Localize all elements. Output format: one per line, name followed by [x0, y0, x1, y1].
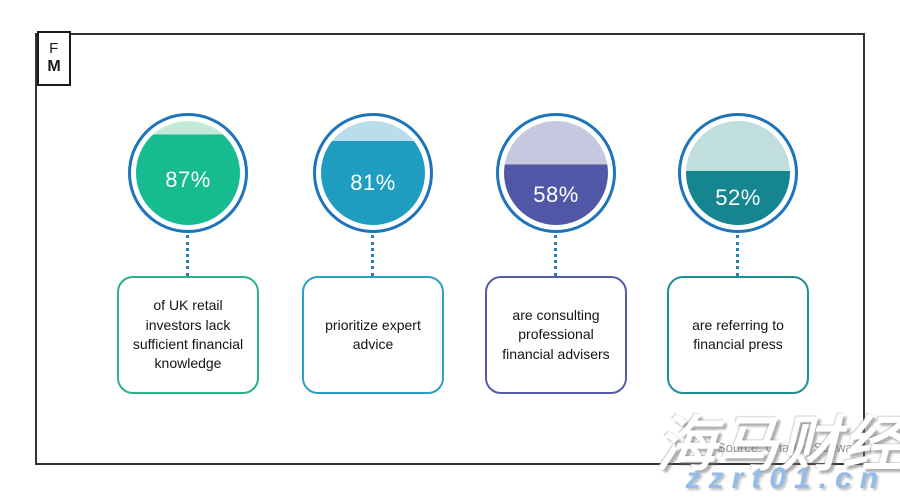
dotted-connector [736, 235, 739, 276]
gauge-description-box: prioritize expert advice [302, 276, 444, 394]
gauge-fill: 52% [686, 121, 790, 225]
logo-letter-m: M [47, 57, 61, 75]
dotted-connector [186, 235, 189, 276]
gauge-column-2: 81% prioritize expert advice [293, 113, 453, 403]
dotted-connector [371, 235, 374, 276]
gauge-description: are referring to financial press [692, 316, 784, 352]
gauge-circle: 81% [313, 113, 433, 233]
gauge-column-3: 58% are consulting professional financia… [476, 113, 636, 403]
gauge-description: are consulting professional financial ad… [502, 307, 610, 362]
watermark-url: zzrt01.cn [685, 462, 886, 495]
gauge-column-1: 87% of UK retail investors lack sufficie… [108, 113, 268, 403]
source-text: Source: Charles Schwab [716, 440, 860, 455]
gauge-value: 87% [165, 166, 211, 192]
dotted-connector [554, 235, 557, 276]
gauge-value: 58% [533, 181, 579, 207]
gauge-circle: 52% [678, 113, 798, 233]
gauge-description-box: are referring to financial press [667, 276, 809, 394]
gauge-description-box: of UK retail investors lack sufficient f… [117, 276, 259, 394]
gauge-circle: 87% [128, 113, 248, 233]
logo-letter-f: F [49, 40, 59, 58]
watermark-cjk: 海马财经 [656, 411, 900, 478]
fm-logo: F M [37, 31, 71, 86]
gauge-fill: 81% [321, 121, 425, 225]
gauge-circle: 58% [496, 113, 616, 233]
content-frame [35, 33, 865, 465]
gauge-fill: 87% [136, 121, 240, 225]
gauge-column-4: 52% are referring to financial press [658, 113, 818, 403]
gauge-description: of UK retail investors lack sufficient f… [132, 297, 244, 372]
gauge-description: prioritize expert advice [325, 316, 421, 352]
gauge-description-box: are consulting professional financial ad… [485, 276, 627, 394]
gauge-value: 81% [350, 169, 396, 195]
gauge-value: 52% [715, 184, 761, 210]
gauge-fill: 58% [504, 121, 608, 225]
